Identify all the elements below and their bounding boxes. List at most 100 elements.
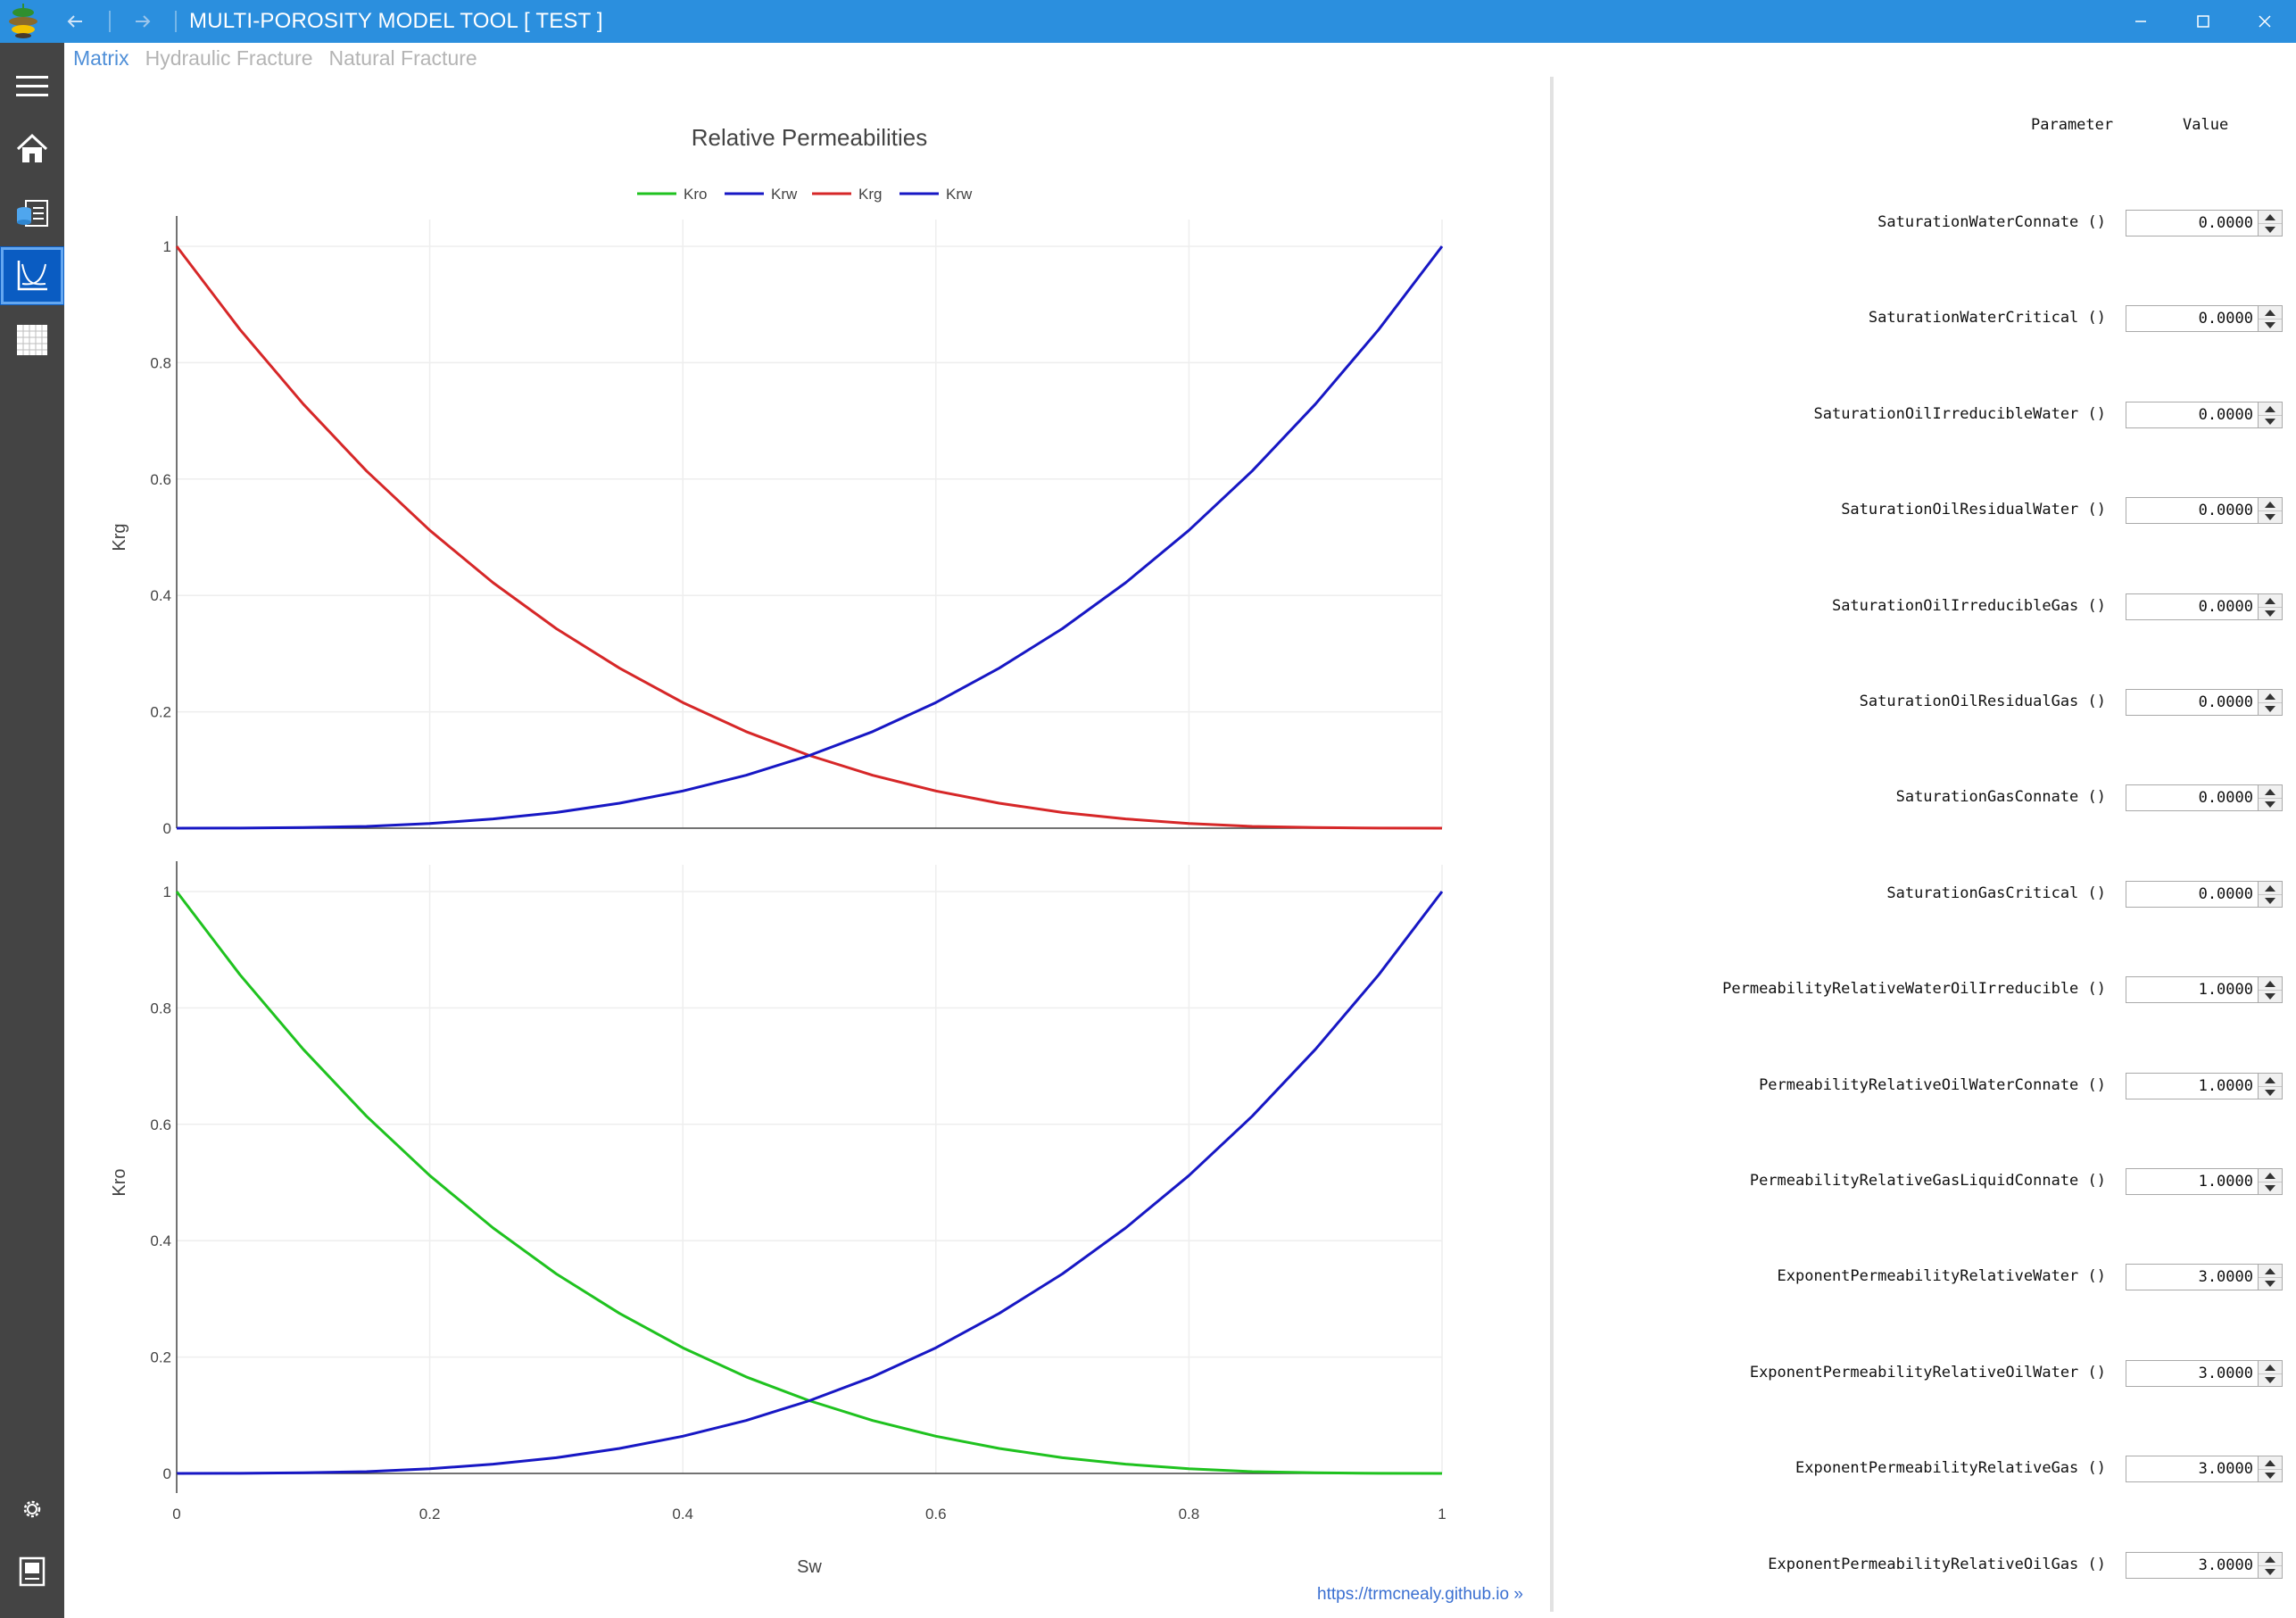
minimize-button[interactable] [2110,0,2172,43]
decrement-button[interactable] [2259,223,2282,236]
decrement-button[interactable] [2259,510,2282,523]
increment-button[interactable] [2259,785,2282,799]
y-tick-label: 0.8 [150,354,171,371]
parameter-value-input[interactable]: 1.0000 [2198,981,2253,999]
decrement-button[interactable] [2259,319,2282,331]
decrement-button[interactable] [2259,894,2282,907]
decrement-button[interactable] [2259,1182,2282,1194]
parameter-value-spinbox[interactable]: 3.0000 [2126,1360,2283,1387]
increment-button[interactable] [2259,594,2282,608]
parameter-value-input[interactable]: 0.0000 [2198,310,2253,328]
back-button[interactable] [54,0,96,43]
tab-natural-fracture[interactable]: Natural Fracture [328,46,477,70]
panel-splitter[interactable] [1550,77,1554,1612]
increment-button[interactable] [2259,1265,2282,1278]
increment-button[interactable] [2259,882,2282,895]
decrement-button[interactable] [2259,415,2282,427]
arrow-left-icon [67,15,82,28]
decrement-button[interactable] [2259,1086,2282,1099]
parameter-value-spinbox[interactable]: 0.0000 [2126,689,2283,716]
tab-matrix[interactable]: Matrix [73,46,129,70]
rail-data-button[interactable] [0,184,64,243]
forward-button[interactable] [121,0,164,43]
rail-grid-button[interactable] [0,311,64,369]
chart-title: Relative Permeabilities [692,124,927,151]
parameter-value-input[interactable]: 0.0000 [2198,406,2253,424]
decrement-button[interactable] [2259,1565,2282,1578]
rail-menu-button[interactable] [0,57,64,116]
tab-hydraulic-fracture[interactable]: Hydraulic Fracture [145,46,313,70]
decrement-button[interactable] [2259,798,2282,810]
y-axis-title: Kro [110,1168,129,1196]
parameter-value-spinbox[interactable]: 0.0000 [2126,402,2283,428]
y-tick-label: 0.6 [150,1116,171,1133]
parameter-value-spinbox[interactable]: 0.0000 [2126,593,2283,620]
x-tick-label: 0 [172,1506,180,1523]
rail-charts-button[interactable] [0,246,64,305]
parameter-value-input[interactable]: 3.0000 [2198,1365,2253,1382]
parameter-value-spinbox[interactable]: 3.0000 [2126,1264,2283,1290]
parameter-value-input[interactable]: 0.0000 [2198,502,2253,519]
x-tick-label: 0.4 [672,1506,693,1523]
increment-button[interactable] [2259,1553,2282,1566]
parameter-value-spinbox[interactable]: 1.0000 [2126,976,2283,1003]
parameter-value-input[interactable]: 3.0000 [2198,1268,2253,1286]
increment-button[interactable] [2259,1074,2282,1087]
parameter-value-input[interactable]: 0.0000 [2198,693,2253,711]
parameter-value-spinbox[interactable]: 3.0000 [2126,1552,2283,1579]
decrement-button[interactable] [2259,1373,2282,1386]
parameter-value-spinbox[interactable]: 0.0000 [2126,497,2283,524]
parameter-value-input[interactable]: 0.0000 [2198,214,2253,232]
parameter-value-spinbox[interactable]: 0.0000 [2126,784,2283,811]
increment-button[interactable] [2259,977,2282,991]
parameter-value-input[interactable]: 0.0000 [2198,598,2253,616]
home-icon [16,133,48,162]
parameter-label: ExponentPermeabilityRelativeWater () [1777,1267,2106,1285]
rail-notebook-button[interactable] [0,1542,64,1601]
y-tick-label: 0.4 [150,587,171,604]
parameter-value-spinbox[interactable]: 0.0000 [2126,881,2283,908]
parameter-value-input[interactable]: 0.0000 [2198,885,2253,903]
parameter-value-input[interactable]: 1.0000 [2198,1173,2253,1191]
rail-settings-button[interactable] [0,1480,64,1539]
parameter-label: PermeabilityRelativeGasLiquidConnate () [1749,1172,2106,1190]
decrement-button[interactable] [2259,607,2282,619]
parameter-value-spinbox[interactable]: 1.0000 [2126,1073,2283,1099]
caret-up-icon [2265,884,2275,892]
parameter-value-spinbox[interactable]: 1.0000 [2126,1168,2283,1195]
parameter-label: SaturationOilIrreducibleWater () [1813,405,2106,423]
decrement-button[interactable] [2259,702,2282,715]
parameter-value-input[interactable]: 3.0000 [2198,1556,2253,1574]
parameter-value-spinbox[interactable]: 3.0000 [2126,1456,2283,1482]
increment-button[interactable] [2259,498,2282,511]
rail-home-button[interactable] [0,120,64,178]
increment-button[interactable] [2259,1169,2282,1182]
close-button[interactable] [2234,0,2296,43]
parameter-label: SaturationWaterConnate () [1877,213,2106,231]
increment-button[interactable] [2259,690,2282,703]
parameter-value-spinbox[interactable]: 0.0000 [2126,210,2283,236]
parameter-value-input[interactable]: 3.0000 [2198,1460,2253,1478]
caret-down-icon [2265,1376,2275,1383]
increment-button[interactable] [2259,306,2282,319]
decrement-button[interactable] [2259,1277,2282,1290]
parameter-label: PermeabilityRelativeWaterOilIrreducible … [1722,980,2106,998]
parameter-label: SaturationWaterCritical () [1868,309,2106,327]
caret-down-icon [2265,1184,2275,1191]
increment-button[interactable] [2259,402,2282,416]
caret-up-icon [2265,309,2275,316]
maximize-button[interactable] [2172,0,2234,43]
parameter-value-input[interactable]: 0.0000 [2198,789,2253,807]
author-link[interactable]: https://trmcnealy.github.io » [1317,1585,1523,1604]
parameter-value-spinbox[interactable]: 0.0000 [2126,305,2283,332]
decrement-button[interactable] [2259,990,2282,1002]
parameter-label: ExponentPermeabilityRelativeGas () [1795,1459,2106,1477]
parameter-value-input[interactable]: 1.0000 [2198,1077,2253,1095]
increment-button[interactable] [2259,211,2282,224]
caret-down-icon [2265,610,2275,617]
caret-up-icon [2265,788,2275,795]
legend-label: Kro [684,186,707,203]
decrement-button[interactable] [2259,1469,2282,1481]
increment-button[interactable] [2259,1456,2282,1470]
increment-button[interactable] [2259,1361,2282,1374]
